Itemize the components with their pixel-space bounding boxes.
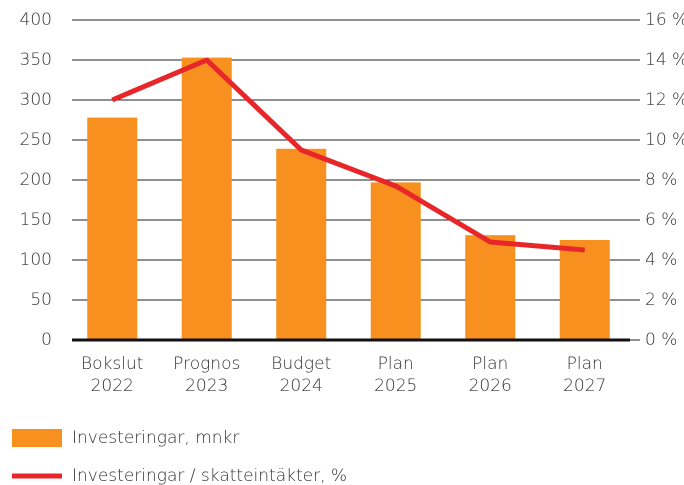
y-tick-label: 200 [20,170,52,190]
y2-tick-label: 12 % [645,90,684,110]
y2-tick-label: 2 % [645,290,677,310]
bar [465,235,516,340]
bar [559,240,610,340]
legend-label: Investeringar, mnkr [72,428,239,448]
line-series [111,57,585,253]
x-tick-label: Prognos 2023 [173,354,240,396]
y2-tick-label: 6 % [645,210,677,230]
legend-label: Investeringar / skatteintäkter, % [72,466,347,485]
y-tick-label: 50 [30,290,52,310]
y-tick-label: 400 [20,10,52,30]
y-tick-label: 250 [20,130,52,150]
bar [370,182,421,340]
y2-tick-label: 10 % [645,130,684,150]
y2-tick-label: 14 % [645,50,684,70]
y-tick-label: 300 [20,90,52,110]
x-tick-label: Budget 2024 [271,354,331,396]
legend-swatch [12,429,62,447]
y2-tick-label: 0 % [645,330,677,350]
x-tick-label: Plan 2025 [374,354,417,396]
x-tick-label: Plan 2026 [469,354,512,396]
bar [276,148,327,340]
y-tick-label: 100 [20,250,52,270]
y2-tick-label: 16 % [645,10,684,30]
bar [87,117,138,340]
y-tick-label: 150 [20,210,52,230]
y-tick-label: 0 [41,330,52,350]
y-tick-label: 350 [20,50,52,70]
x-tick-label: Bokslut 2022 [81,354,143,396]
y2-tick-label: 4 % [645,250,677,270]
y2-tick-label: 8 % [645,170,677,190]
x-tick-label: Plan 2027 [563,354,606,396]
bar [181,57,232,340]
